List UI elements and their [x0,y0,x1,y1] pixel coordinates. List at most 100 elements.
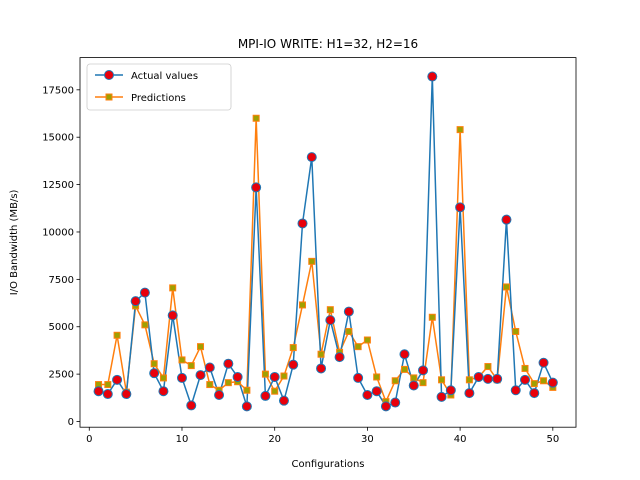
point-predictions [391,377,399,385]
point-predictions [224,379,232,387]
point-actual [251,182,262,193]
point-predictions [299,301,307,309]
point-actual [241,401,252,412]
point-predictions [410,374,418,382]
point-predictions [345,327,353,335]
legend: Actual values Predictions [86,63,232,111]
point-predictions [187,362,195,370]
point-predictions [484,363,492,371]
point-predictions [465,376,473,384]
point-actual [445,385,456,396]
point-predictions [317,350,325,358]
point-actual [343,306,354,317]
legend-marker-actual [104,70,114,80]
point-actual [334,352,345,363]
point-predictions [456,126,464,134]
legend-marker-predictions [105,93,113,101]
y-tick-label: 15000 [42,133,74,144]
point-predictions [252,114,260,122]
point-actual [501,214,512,225]
x-tick-label: 40 [454,434,467,445]
point-predictions [141,321,149,329]
point-actual [473,371,484,382]
legend-label-actual: Actual values [131,71,198,82]
point-actual [538,357,549,368]
point-actual [464,388,475,399]
x-tick-label: 50 [546,434,559,445]
y-axis-ticks: 0 2500 5000 7500 10000 12500 15000 17500 [42,85,80,428]
point-predictions [502,283,510,291]
y-tick-label: 0 [68,417,74,428]
point-actual [455,202,466,213]
point-actual [325,315,336,326]
y-tick-label: 12500 [42,180,74,191]
series-layer [93,71,558,412]
point-predictions [326,306,334,314]
plot-frame [79,57,577,428]
y-tick-label: 7500 [49,275,74,286]
point-actual [167,310,178,321]
point-actual [214,389,225,400]
point-actual [158,386,169,397]
point-actual [278,395,289,406]
legend-label-predictions: Predictions [131,93,186,104]
point-actual [408,380,419,391]
point-actual [176,372,187,383]
point-actual [380,401,391,412]
point-actual [195,370,206,381]
plot-area [80,57,576,428]
point-actual [353,372,364,383]
point-predictions [113,331,121,339]
point-actual [316,363,327,374]
point-actual [223,358,234,369]
x-tick-label: 20 [268,434,281,445]
point-predictions [373,373,381,381]
y-axis-label: I/O Bandwidth (MB/s) [9,189,20,295]
point-predictions [280,372,288,380]
point-actual [482,373,493,384]
y-tick-label: 2500 [49,370,74,381]
point-actual [130,296,141,307]
point-actual [547,377,558,388]
point-actual [362,389,373,400]
chart-title: MPI-IO WRITE: H1=32, H2=16 [238,37,418,51]
point-actual [186,400,197,411]
point-predictions [150,360,158,368]
point-predictions [197,343,205,351]
point-predictions [178,356,186,364]
point-actual [371,386,382,397]
point-actual [418,365,429,376]
point-actual [102,389,113,400]
point-predictions [530,380,538,388]
x-tick-label: 30 [361,434,374,445]
x-tick-label: 0 [86,434,92,445]
point-actual [204,362,215,373]
point-actual [510,385,521,396]
point-actual [232,371,243,382]
point-actual [520,374,531,385]
point-predictions [243,386,251,394]
point-predictions [169,284,177,292]
point-predictions [540,377,548,385]
point-actual [112,374,123,385]
point-predictions [428,313,436,321]
point-predictions [289,344,297,352]
y-tick-label: 17500 [42,85,74,96]
x-axis-label: Configurations [291,459,364,470]
point-predictions [261,370,269,378]
point-actual [149,368,160,379]
point-actual [399,349,410,360]
point-actual [288,359,299,370]
point-actual [306,152,317,163]
point-predictions [354,343,362,351]
point-predictions [419,379,427,387]
point-actual [269,371,280,382]
point-actual [139,287,150,298]
point-actual [436,391,447,402]
x-axis-ticks: 0 10 20 30 40 50 [86,427,559,445]
y-tick-label: 5000 [49,322,74,333]
point-actual [390,397,401,408]
point-predictions [363,336,371,344]
point-actual [297,218,308,229]
